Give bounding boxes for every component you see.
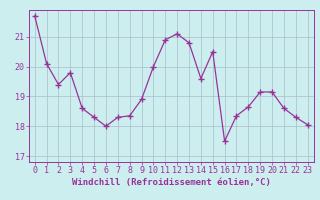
X-axis label: Windchill (Refroidissement éolien,°C): Windchill (Refroidissement éolien,°C): [72, 178, 271, 187]
